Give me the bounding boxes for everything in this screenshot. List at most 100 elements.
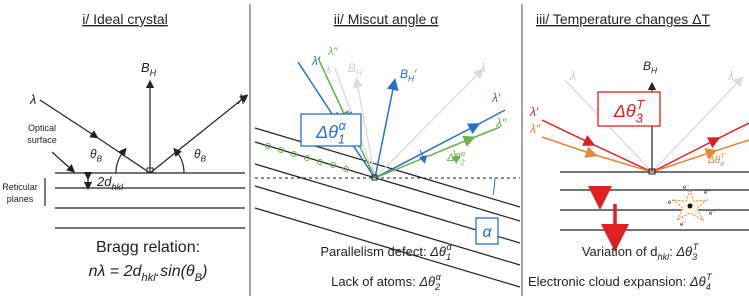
normal-label: BH′ xyxy=(400,67,417,84)
text-part: ) xyxy=(200,263,207,280)
text-part: 2 xyxy=(434,282,440,292)
text-part: Δθ xyxy=(689,274,706,289)
text-part: B xyxy=(97,154,103,164)
side-label: surface xyxy=(27,135,57,145)
text-part: Δθ xyxy=(613,101,636,121)
reflected-ray xyxy=(652,123,749,172)
text-part: Δθ xyxy=(675,244,692,259)
page: { "panels": [ { "title": "i/ Ideal cryst… xyxy=(0,0,749,296)
pointer xyxy=(52,152,72,170)
text-part: 3 xyxy=(636,111,643,125)
text-part: : xyxy=(669,244,676,259)
delta-label: Δθ4T xyxy=(707,154,726,169)
text-part: B xyxy=(400,67,408,81)
electron: e⁻ xyxy=(683,185,690,191)
text-part: T xyxy=(721,154,726,161)
normal xyxy=(375,84,394,178)
panel-title: iii/ Temperature changes ΔT xyxy=(536,11,711,27)
ray-label: λ xyxy=(569,69,576,83)
panel-title: i/ Ideal crystal xyxy=(82,11,168,27)
text-part: Δθ xyxy=(707,155,721,166)
text-part: hkl xyxy=(111,182,124,192)
electron: e⁻ xyxy=(709,211,716,217)
text-part: T xyxy=(706,272,713,282)
text-part: 2 xyxy=(459,157,465,166)
normal-label: BH xyxy=(141,60,157,78)
ray-label: λ′ xyxy=(311,54,321,68)
miscut-arc xyxy=(493,178,495,195)
ray-label: λ′ xyxy=(491,91,501,105)
text-part: T xyxy=(636,98,645,112)
caption: Variation of dhkl: Δθ3T xyxy=(582,242,700,262)
text-part: Electronic cloud expansion: xyxy=(528,274,690,289)
angle-arc xyxy=(176,151,184,173)
text-part: Δθ xyxy=(315,122,338,142)
text-part: hkl xyxy=(141,272,156,284)
text-part: nλ = 2d xyxy=(89,263,143,280)
text-part: 4 xyxy=(720,161,724,168)
delta-label: Δθ2α xyxy=(446,149,466,166)
angle-label: θB xyxy=(194,147,207,164)
side-label: Reticular xyxy=(2,182,38,192)
electron: e⁻ xyxy=(680,222,687,228)
plane xyxy=(255,128,520,207)
caption: Electronic cloud expansion: Δθ4T xyxy=(528,272,713,292)
ray-label: λ′ xyxy=(529,105,539,119)
ray-label: λ xyxy=(479,61,486,75)
text-part: Δθ xyxy=(446,152,460,164)
plane xyxy=(255,142,520,221)
text-part: 1 xyxy=(446,252,451,262)
side-label: Optical xyxy=(28,123,56,133)
caption: Bragg relation: xyxy=(96,239,200,256)
ray-label: λ xyxy=(237,92,244,107)
text-part: T xyxy=(693,242,700,252)
text-part: Parallelism defect: xyxy=(320,244,430,259)
text-part: 1 xyxy=(338,132,345,146)
ray-label: λ xyxy=(727,69,734,83)
nucleus xyxy=(688,204,693,209)
text-part: 3 xyxy=(692,252,697,262)
electron: e⁻ xyxy=(704,190,711,196)
text-part: B xyxy=(201,154,207,164)
reflected-ray xyxy=(375,110,505,178)
angle-label: θB xyxy=(90,147,103,164)
ray-label: λ″ xyxy=(327,46,338,58)
text-part: ′ xyxy=(414,67,417,81)
text-part: H xyxy=(150,68,157,78)
normal-label: BH xyxy=(643,59,658,76)
side-label: planes xyxy=(7,194,34,204)
electron: e⁻ xyxy=(668,200,675,206)
text-part: Δθ xyxy=(418,274,435,289)
text-part: 2d xyxy=(96,174,112,189)
alpha-label: α xyxy=(482,224,492,241)
caption: Lack of atoms: Δθ2α xyxy=(331,272,441,292)
text-part: Δθ xyxy=(429,244,446,259)
figure: i/ Ideal crystalλλBHθBθB2dhklOpticalsurf… xyxy=(0,0,749,296)
reflected-ray xyxy=(375,127,500,178)
ray-label: λ″ xyxy=(529,122,541,136)
normal-label: BH xyxy=(348,61,363,78)
text-part: H xyxy=(651,66,658,76)
text-part: Lack of atoms: xyxy=(331,274,419,289)
text-part: B xyxy=(141,60,150,75)
ray-label: λ xyxy=(29,92,36,107)
text-part: α xyxy=(446,242,452,252)
text-part: 4 xyxy=(706,282,711,292)
faded-ray xyxy=(652,80,740,172)
ray-label: λ″ xyxy=(495,116,507,130)
text-part: .sin(θ xyxy=(156,263,195,280)
text-part: Variation of d xyxy=(582,244,658,259)
caption: Parallelism defect: Δθ1α xyxy=(320,242,452,262)
text-part: B xyxy=(348,61,356,75)
panel-title: ii/ Miscut angle α xyxy=(334,11,439,27)
spacing-label: 2dhkl xyxy=(96,174,124,192)
text-part: α xyxy=(339,119,347,133)
text-part: H xyxy=(356,68,363,78)
ray-label: λ xyxy=(324,63,331,77)
panel-ideal xyxy=(40,84,245,228)
caption: nλ = 2dhkl.sin(θB) xyxy=(89,263,208,284)
text-part: α xyxy=(436,272,442,282)
incident-ray xyxy=(542,120,652,172)
text-part: B xyxy=(643,59,651,73)
text-part: α xyxy=(461,149,466,158)
